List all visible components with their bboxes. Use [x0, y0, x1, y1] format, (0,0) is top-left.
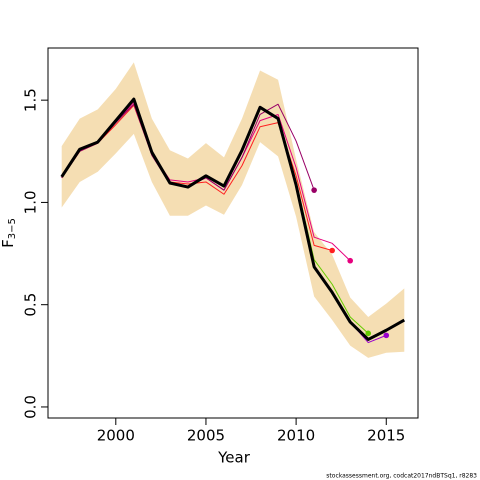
- y-tick-label: 1.0: [22, 190, 40, 214]
- y-label-main: F: [0, 239, 17, 248]
- footnote: stockassessment.org, codcat2017ndBTSq1, …: [326, 473, 477, 480]
- x-axis-label: Year: [217, 449, 251, 467]
- retro-endpoint: [383, 332, 390, 339]
- y-tick-label: 1.5: [22, 88, 40, 112]
- y-axis-label: F3−5: [0, 218, 18, 248]
- x-tick-label: 2005: [187, 427, 225, 445]
- main-line: [60, 97, 406, 341]
- x-tick-label: 2000: [97, 427, 135, 445]
- plot-frame: [47, 47, 419, 419]
- x-tick-label: 2015: [367, 427, 405, 445]
- retro-endpoint: [365, 330, 372, 337]
- y-tick-label: 0.5: [22, 293, 40, 317]
- y-tick-label: 0.0: [22, 395, 40, 419]
- retro-endpoint: [329, 247, 335, 254]
- x-tick-label: 2010: [277, 427, 315, 445]
- confidence-band: [61, 62, 405, 358]
- y-label-subscript: 3−5: [7, 218, 18, 239]
- retro-endpoint: [311, 187, 317, 193]
- retro-endpoint: [347, 257, 354, 264]
